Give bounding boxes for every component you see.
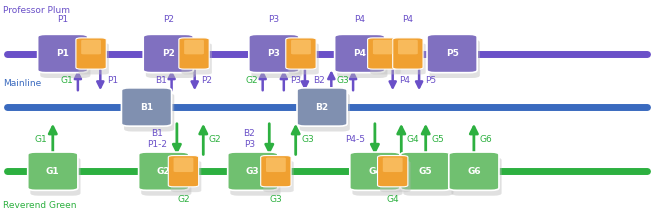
- FancyBboxPatch shape: [249, 34, 299, 73]
- FancyBboxPatch shape: [251, 40, 302, 78]
- FancyBboxPatch shape: [352, 158, 403, 196]
- Text: P2: P2: [201, 76, 212, 85]
- FancyBboxPatch shape: [266, 158, 286, 172]
- FancyBboxPatch shape: [427, 34, 477, 73]
- Text: G1: G1: [61, 76, 74, 85]
- Text: P4: P4: [353, 49, 366, 58]
- FancyBboxPatch shape: [139, 152, 189, 190]
- Text: G4: G4: [386, 195, 399, 204]
- FancyBboxPatch shape: [30, 158, 81, 196]
- FancyBboxPatch shape: [373, 40, 393, 54]
- FancyBboxPatch shape: [121, 88, 172, 126]
- Text: Professor Plum: Professor Plum: [3, 6, 71, 15]
- FancyBboxPatch shape: [230, 158, 280, 196]
- FancyBboxPatch shape: [297, 88, 347, 126]
- Text: P5: P5: [446, 49, 459, 58]
- Text: G3: G3: [246, 167, 259, 176]
- FancyBboxPatch shape: [141, 158, 191, 196]
- Text: P3: P3: [290, 76, 301, 85]
- Text: P1: P1: [107, 76, 117, 85]
- Text: G3: G3: [336, 76, 349, 85]
- Text: G3: G3: [301, 135, 314, 144]
- Text: G2: G2: [209, 135, 222, 144]
- Text: B2
P3: B2 P3: [244, 129, 255, 149]
- Text: Mainline: Mainline: [3, 79, 42, 88]
- Text: G6: G6: [479, 135, 492, 144]
- FancyBboxPatch shape: [28, 152, 78, 190]
- FancyBboxPatch shape: [228, 152, 278, 190]
- Text: G3: G3: [269, 195, 282, 204]
- Text: P3: P3: [267, 49, 280, 58]
- Text: G1: G1: [34, 135, 48, 144]
- Text: G6: G6: [467, 167, 480, 176]
- Text: G2: G2: [177, 195, 190, 204]
- Text: G2: G2: [157, 167, 170, 176]
- FancyBboxPatch shape: [171, 161, 201, 192]
- FancyBboxPatch shape: [370, 43, 401, 74]
- FancyBboxPatch shape: [368, 38, 398, 69]
- FancyBboxPatch shape: [143, 34, 193, 73]
- FancyBboxPatch shape: [291, 40, 311, 54]
- FancyBboxPatch shape: [76, 38, 106, 69]
- Text: G4: G4: [368, 167, 381, 176]
- Text: G5: G5: [419, 167, 432, 176]
- FancyBboxPatch shape: [146, 40, 196, 78]
- FancyBboxPatch shape: [350, 152, 400, 190]
- Text: B2: B2: [315, 103, 329, 111]
- FancyBboxPatch shape: [335, 34, 385, 73]
- FancyBboxPatch shape: [286, 38, 316, 69]
- Text: P5: P5: [426, 76, 436, 85]
- FancyBboxPatch shape: [378, 156, 408, 187]
- FancyBboxPatch shape: [395, 43, 426, 74]
- Text: P4-5: P4-5: [345, 135, 365, 144]
- Text: B1
P1-2: B1 P1-2: [147, 129, 167, 149]
- Text: P2: P2: [162, 49, 175, 58]
- Text: B1: B1: [155, 76, 167, 85]
- FancyBboxPatch shape: [393, 38, 423, 69]
- FancyBboxPatch shape: [179, 38, 209, 69]
- FancyBboxPatch shape: [184, 40, 204, 54]
- Text: B1: B1: [140, 103, 153, 111]
- Text: P2: P2: [163, 15, 174, 24]
- Text: P4: P4: [399, 76, 410, 85]
- Text: G4: G4: [407, 135, 420, 144]
- FancyBboxPatch shape: [168, 156, 199, 187]
- Text: P3: P3: [269, 15, 279, 24]
- FancyBboxPatch shape: [124, 93, 174, 131]
- Text: Reverend Green: Reverend Green: [3, 201, 77, 210]
- FancyBboxPatch shape: [79, 43, 109, 74]
- FancyBboxPatch shape: [174, 158, 193, 172]
- FancyBboxPatch shape: [380, 161, 411, 192]
- FancyBboxPatch shape: [430, 40, 480, 78]
- FancyBboxPatch shape: [261, 156, 291, 187]
- FancyBboxPatch shape: [401, 152, 451, 190]
- FancyBboxPatch shape: [449, 152, 499, 190]
- FancyBboxPatch shape: [263, 161, 294, 192]
- Text: G1: G1: [46, 167, 59, 176]
- Text: P4: P4: [354, 15, 365, 24]
- FancyBboxPatch shape: [288, 43, 319, 74]
- Text: P1: P1: [57, 15, 68, 24]
- FancyBboxPatch shape: [337, 40, 387, 78]
- FancyBboxPatch shape: [383, 158, 403, 172]
- FancyBboxPatch shape: [451, 158, 502, 196]
- FancyBboxPatch shape: [300, 93, 350, 131]
- FancyBboxPatch shape: [40, 40, 90, 78]
- FancyBboxPatch shape: [403, 158, 453, 196]
- Text: P1: P1: [56, 49, 69, 58]
- FancyBboxPatch shape: [398, 40, 418, 54]
- Text: G2: G2: [246, 76, 259, 85]
- Text: P4: P4: [403, 15, 413, 24]
- FancyBboxPatch shape: [81, 40, 101, 54]
- Text: G5: G5: [431, 135, 444, 144]
- Text: B2: B2: [314, 76, 325, 85]
- FancyBboxPatch shape: [182, 43, 212, 74]
- FancyBboxPatch shape: [38, 34, 88, 73]
